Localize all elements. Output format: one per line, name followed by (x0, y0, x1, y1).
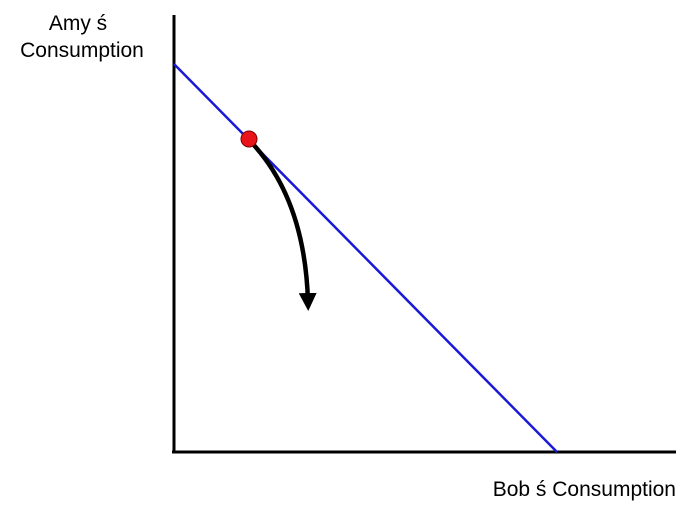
x-axis-label: Bob ś Consumption (493, 478, 676, 501)
y-axis-label: Consumption (20, 39, 144, 62)
y-axis-label: Amy ś (49, 12, 107, 35)
frontier-line (173, 63, 558, 453)
allocation-point (240, 130, 258, 148)
movement-arrow (250, 141, 317, 311)
